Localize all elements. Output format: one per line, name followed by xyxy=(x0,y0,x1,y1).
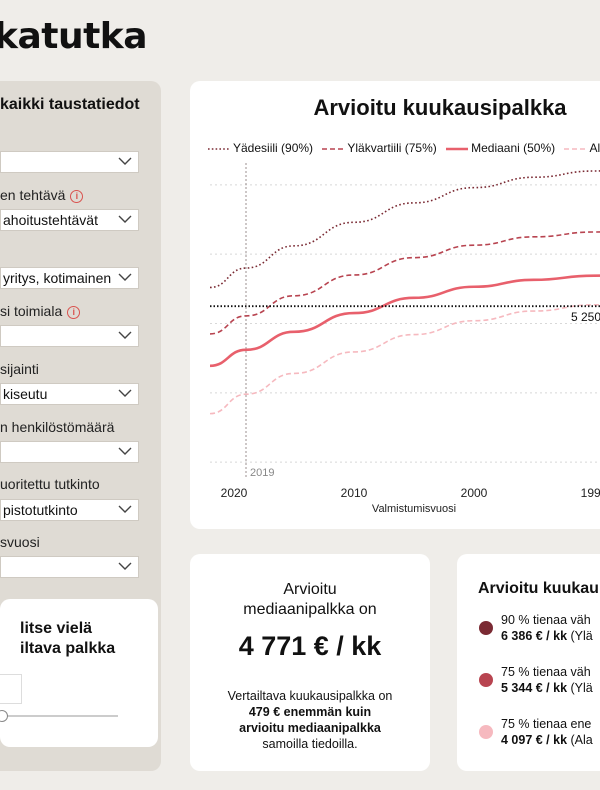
filter-select-employer-value: yritys, kotimainen xyxy=(3,270,112,286)
filter-select-task-value: ahoitustehtävät xyxy=(3,212,98,228)
chevron-down-icon xyxy=(118,215,132,223)
median-label: Arvioitu mediaanipalkka on xyxy=(243,581,377,618)
compare-salary-card: litse vielä iltava palkka xyxy=(0,599,158,747)
filter-select-degree[interactable]: pistotutkinto xyxy=(0,499,139,521)
legend-item-p75[interactable]: Yläkvartiili (75%) xyxy=(322,141,437,155)
filter-select-employer[interactable]: yritys, kotimainen xyxy=(0,267,139,289)
x-tick-label-2: 2000 xyxy=(461,486,488,500)
chevron-down-icon xyxy=(118,157,132,165)
filter-label-staff: n henkilöstömäärä xyxy=(0,419,115,435)
chart-grid xyxy=(210,184,600,463)
compare-salary-input[interactable] xyxy=(0,674,22,704)
p25-dot-icon xyxy=(479,725,493,739)
legend-item-p90[interactable]: Yädesiili (90%) xyxy=(208,141,314,155)
chevron-down-icon xyxy=(118,331,132,339)
chevron-down-icon xyxy=(118,562,132,570)
chart-series xyxy=(209,170,600,415)
salary-chart-card: Arvioitu kuukausipalkka Yädesiili (90%) … xyxy=(190,81,600,529)
salary-line-chart: 2019 5 250 20202010200019901 Valmistumis… xyxy=(209,163,600,515)
chevron-down-icon xyxy=(118,389,132,397)
range-title: Arvioitu kuukau xyxy=(478,580,599,597)
filter-select-year[interactable] xyxy=(0,556,139,578)
chevron-down-icon xyxy=(118,505,132,513)
compare-salary-slider[interactable] xyxy=(0,715,118,717)
x-axis-ticks: 20202010200019901 xyxy=(221,486,600,500)
filter-select-location-value: kiseutu xyxy=(3,386,48,402)
x-axis-label: Valmistumisvuosi xyxy=(372,503,456,515)
series-line-3 xyxy=(209,303,600,415)
filter-select-industry[interactable] xyxy=(0,325,139,347)
compare-title: litse vielä iltava palkka xyxy=(20,620,116,657)
series-line-0 xyxy=(209,170,600,289)
median-value: 4 771 € / kk xyxy=(238,631,382,661)
p75-dot-icon xyxy=(479,673,493,687)
comparison-salary-label: 5 250 xyxy=(571,310,600,324)
median-description: Vertailtava kuukausipalkka on 479 € enem… xyxy=(227,689,393,751)
filter-select-degree-value: pistotutkinto xyxy=(3,502,78,518)
chart-legend: Yädesiili (90%) Yläkvartiili (75%) Media… xyxy=(208,141,600,155)
legend-item-median[interactable]: Mediaani (50%) xyxy=(446,141,556,155)
chevron-down-icon xyxy=(118,273,132,281)
filter-label-degree: uoritettu tutkinto xyxy=(0,476,100,492)
median-salary-card: Arvioitu mediaanipalkka on 4 771 € / kk … xyxy=(190,554,430,771)
x-tick-label-0: 2020 xyxy=(221,486,248,500)
filter-label-year: svuosi xyxy=(0,534,40,550)
filter-label-location: sijainti xyxy=(0,361,39,377)
filter-select-location[interactable]: kiseutu xyxy=(0,383,139,405)
info-icon[interactable]: i xyxy=(70,190,84,203)
sidebar-heading: kaikki taustatiedot xyxy=(0,96,140,113)
p90-dot-icon xyxy=(479,621,493,635)
graduation-year-label: 2019 xyxy=(250,467,274,479)
filter-label-task: en tehtävä i xyxy=(0,187,84,203)
chevron-down-icon xyxy=(118,447,132,455)
filter-select-task[interactable]: ahoitustehtävät xyxy=(0,209,139,231)
series-line-1 xyxy=(209,231,600,335)
filter-label-industry: si toimiala i xyxy=(0,303,81,319)
chart-title: Arvioitu kuukausipalkka xyxy=(313,95,567,120)
series-line-2 xyxy=(209,274,600,368)
filter-select-1[interactable] xyxy=(0,151,139,173)
filter-select-staff[interactable] xyxy=(0,441,139,463)
salary-range-card: Arvioitu kuukau 90 % tienaa väh 6 386 € /… xyxy=(457,554,600,771)
x-tick-label-1: 2010 xyxy=(341,486,368,500)
x-tick-label-3: 1990 xyxy=(581,486,600,500)
filters-sidebar: kaikki taustatiedot en tehtävä i ahoitust… xyxy=(0,81,161,771)
page-title: katutka xyxy=(0,16,148,57)
info-icon[interactable]: i xyxy=(67,306,81,319)
slider-handle[interactable] xyxy=(0,710,8,722)
legend-item-p25[interactable]: Alakv xyxy=(564,141,600,155)
